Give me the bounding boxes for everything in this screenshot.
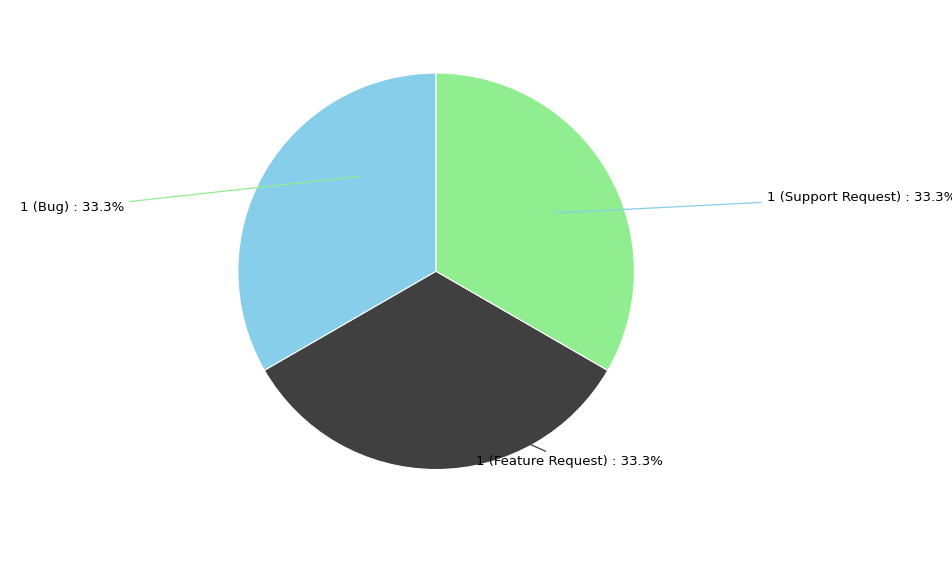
Text: 1 (Bug) : 33.3%: 1 (Bug) : 33.3% bbox=[20, 176, 359, 215]
Wedge shape bbox=[264, 271, 607, 469]
Text: 1 (Feature Request) : 33.3%: 1 (Feature Request) : 33.3% bbox=[451, 410, 662, 468]
Text: 1 (Support Request) : 33.3%: 1 (Support Request) : 33.3% bbox=[555, 191, 952, 213]
Wedge shape bbox=[238, 73, 436, 370]
Wedge shape bbox=[436, 73, 634, 370]
